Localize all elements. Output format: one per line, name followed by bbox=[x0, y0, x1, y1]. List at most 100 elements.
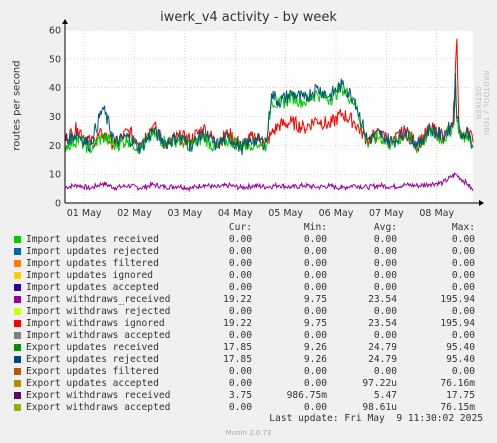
legend-cur-value: 0.00 bbox=[228, 366, 252, 377]
legend-avg-value: 0.00 bbox=[373, 246, 397, 257]
legend-swatch bbox=[14, 392, 21, 399]
y-tick-label: 0 bbox=[55, 199, 61, 210]
legend-max-value: 0.00 bbox=[451, 246, 475, 257]
legend-avg-value: 97.22u bbox=[362, 378, 397, 389]
legend-series-name: Import updates filtered bbox=[26, 258, 159, 269]
y-tick-label: 20 bbox=[49, 141, 61, 152]
legend-row: Import updates received 0.00 0.00 0.00 0.00 bbox=[0, 234, 497, 246]
legend-cur-value: 0.00 bbox=[228, 306, 252, 317]
legend-swatch bbox=[14, 368, 21, 375]
legend-header-avg: Avg: bbox=[373, 222, 397, 233]
legend-cur-value: 19.22 bbox=[223, 318, 252, 329]
legend-max-value: 0.00 bbox=[451, 234, 475, 245]
axes: 0 10 20 30 40 50 60 01 May 02 May 03 May 04 May 05 … bbox=[49, 19, 484, 219]
legend-cur-value: 0.00 bbox=[228, 282, 252, 293]
chart-title: iwerk_v4 activity - by week bbox=[160, 10, 337, 25]
legend-row: Import updates filtered 0.00 0.00 0.00 0.00 bbox=[0, 258, 497, 270]
legend-avg-value: 5.47 bbox=[373, 390, 397, 401]
legend-row: Import updates ignored 0.00 0.00 0.00 0.00 bbox=[0, 270, 497, 282]
legend-max-value: 0.00 bbox=[451, 270, 475, 281]
x-tick-label: 06 May bbox=[319, 208, 354, 219]
legend-avg-value: 24.79 bbox=[368, 342, 397, 353]
x-tick-label: 03 May bbox=[168, 208, 203, 219]
legend-min-value: 0.00 bbox=[303, 366, 327, 377]
legend-swatch bbox=[14, 404, 21, 411]
legend-swatch bbox=[14, 356, 21, 363]
legend-cur-value: 0.00 bbox=[228, 330, 252, 341]
legend-avg-value: 98.61u bbox=[362, 402, 397, 413]
legend-swatch bbox=[14, 308, 21, 315]
legend-series-name: Export updates accepted bbox=[26, 378, 159, 389]
legend-series-name: Export withdraws accepted bbox=[26, 402, 171, 413]
legend-swatch bbox=[14, 380, 21, 387]
legend-series-name: Import withdraws_received bbox=[26, 294, 171, 305]
legend-max-value: 0.00 bbox=[451, 258, 475, 269]
legend-series-name: Import updates received bbox=[26, 234, 159, 245]
legend-swatch bbox=[14, 284, 21, 291]
legend-swatch bbox=[14, 272, 21, 279]
legend-series-name: Export updates filtered bbox=[26, 366, 159, 377]
legend-min-value: 9.75 bbox=[303, 294, 327, 305]
legend-avg-value: 23.54 bbox=[368, 318, 397, 329]
legend-swatch bbox=[14, 320, 21, 327]
legend-avg-value: 0.00 bbox=[373, 258, 397, 269]
legend-row: Import withdraws_received 19.22 9.75 23.54 1… bbox=[0, 294, 497, 306]
x-tick-label: 04 May bbox=[218, 208, 253, 219]
legend-cur-value: 17.85 bbox=[223, 342, 252, 353]
legend-avg-value: 0.00 bbox=[373, 234, 397, 245]
legend-swatch bbox=[14, 260, 21, 267]
legend-max-value: 195.94 bbox=[440, 318, 475, 329]
legend-cur-value: 17.85 bbox=[223, 354, 252, 365]
x-axis-arrow bbox=[479, 200, 484, 206]
series-lines bbox=[64, 38, 474, 193]
legend-swatch bbox=[14, 236, 21, 243]
legend-series-name: Export withdraws received bbox=[26, 390, 171, 401]
legend-avg-value: 0.00 bbox=[373, 330, 397, 341]
legend-avg-value: 0.00 bbox=[373, 270, 397, 281]
y-tick-label: 10 bbox=[49, 170, 61, 181]
legend-cur-value: 3.75 bbox=[228, 390, 252, 401]
legend-cur-value: 0.00 bbox=[228, 258, 252, 269]
legend-min-value: 0.00 bbox=[303, 246, 327, 257]
legend-header-max: Max: bbox=[451, 222, 475, 233]
legend-series-name: Import updates rejected bbox=[26, 246, 159, 257]
legend-series-name: Import withdraws rejected bbox=[26, 306, 171, 317]
legend-row: Import withdraws rejected 0.00 0.00 0.00 0.0… bbox=[0, 306, 497, 318]
legend-max-value: 95.40 bbox=[446, 354, 475, 365]
legend-min-value: 0.00 bbox=[303, 330, 327, 341]
legend-series-name: Import withdraws accepted bbox=[26, 330, 171, 341]
y-axis-arrow bbox=[62, 19, 68, 24]
legend-min-value: 0.00 bbox=[303, 282, 327, 293]
legend-max-value: 0.00 bbox=[451, 282, 475, 293]
legend-avg-value: 24.79 bbox=[368, 354, 397, 365]
legend-avg-value: 0.00 bbox=[373, 306, 397, 317]
legend-cur-value: 0.00 bbox=[228, 246, 252, 257]
legend-row: Import updates accepted 0.00 0.00 0.00 0.00 bbox=[0, 282, 497, 294]
legend-header-min: Min: bbox=[303, 222, 327, 233]
legend-min-value: 0.00 bbox=[303, 402, 327, 413]
legend-min-value: 0.00 bbox=[303, 306, 327, 317]
legend-max-value: 0.00 bbox=[451, 330, 475, 341]
series-line bbox=[64, 73, 474, 156]
x-tick-label: 08 May bbox=[419, 208, 454, 219]
y-tick-label: 40 bbox=[49, 83, 61, 94]
x-tick-label: 07 May bbox=[369, 208, 404, 219]
legend-max-value: 76.15m bbox=[440, 402, 475, 413]
legend-row: Import withdraws ignored 19.22 9.75 23.54 19… bbox=[0, 318, 497, 330]
legend-swatch bbox=[14, 248, 21, 255]
chart-plot: 0 10 20 30 40 50 60 01 May 02 May 03 May 04 May 05 … bbox=[49, 19, 484, 219]
legend-max-value: 76.16m bbox=[440, 378, 475, 389]
legend-series-name: Import withdraws ignored bbox=[26, 318, 165, 329]
legend-row: Export withdraws accepted 0.00 0.00 98.61u 7… bbox=[0, 402, 497, 414]
legend-header: Cur: Min: Avg: Max: bbox=[0, 222, 497, 234]
y-tick-label: 50 bbox=[49, 54, 61, 65]
legend-min-value: 986.75m bbox=[286, 390, 327, 401]
legend-row: Export updates received 17.85 9.26 24.79 95.… bbox=[0, 342, 497, 354]
legend-max-value: 0.00 bbox=[451, 366, 475, 377]
series-line bbox=[65, 172, 474, 193]
legend-swatch bbox=[14, 296, 21, 303]
legend-min-value: 0.00 bbox=[303, 258, 327, 269]
legend-row: Export updates accepted 0.00 0.00 97.22u 76.… bbox=[0, 378, 497, 390]
legend-cur-value: 0.00 bbox=[228, 378, 252, 389]
legend-series-name: Import updates accepted bbox=[26, 282, 159, 293]
